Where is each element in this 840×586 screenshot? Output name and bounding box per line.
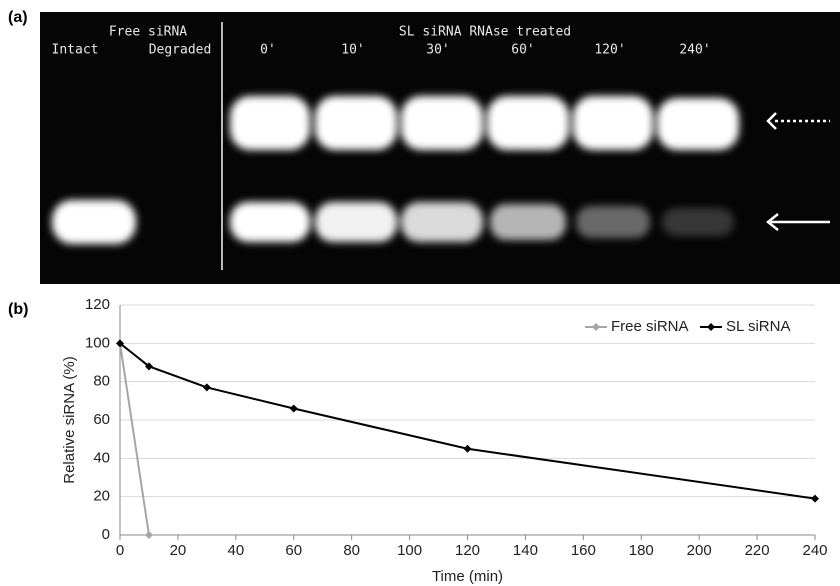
x-tick-label: 160: [571, 542, 596, 559]
lane-label: 240': [679, 43, 710, 58]
figure: (a) Free siRNA SL siRNA RNAse treated In…: [0, 0, 840, 586]
panel-label: (b): [8, 301, 28, 318]
series-line: [120, 343, 149, 535]
point: [203, 383, 211, 391]
gel-group-label: SL siRNA RNAse treated: [399, 25, 571, 40]
point: [290, 405, 298, 413]
y-axis-label: Relative siRNA (%): [61, 356, 78, 484]
y-tick-label: 0: [102, 526, 110, 543]
y-tick-label: 100: [85, 334, 110, 351]
x-tick-label: 40: [227, 542, 244, 559]
x-tick-label: 100: [397, 542, 422, 559]
x-tick-label: 20: [170, 542, 187, 559]
lane-label: Intact: [52, 43, 99, 58]
y-tick-label: 80: [93, 373, 110, 390]
legend-label: Free siRNA: [611, 318, 689, 335]
lane-label: 30': [426, 43, 449, 58]
point: [464, 445, 472, 453]
legend-label: SL siRNA: [726, 318, 790, 335]
point: [811, 495, 819, 503]
x-tick-label: 220: [745, 542, 770, 559]
lane-label: Degraded: [149, 43, 212, 58]
y-tick-label: 20: [93, 488, 110, 505]
y-tick-label: 60: [93, 411, 110, 428]
x-tick-label: 0: [116, 542, 124, 559]
legend-marker: [707, 323, 715, 331]
x-tick-label: 200: [687, 542, 712, 559]
legend-marker: [592, 323, 600, 331]
x-tick-label: 240: [802, 542, 827, 559]
series-line: [120, 343, 815, 498]
x-tick-label: 120: [455, 542, 480, 559]
y-tick-label: 40: [93, 449, 110, 466]
point: [145, 531, 153, 539]
lane-label: 0': [260, 43, 276, 58]
panel-label: (a): [8, 9, 28, 26]
x-tick-label: 80: [343, 542, 360, 559]
gel-group-label: Free siRNA: [109, 25, 187, 40]
lane-label: 10': [341, 43, 364, 58]
x-tick-label: 60: [285, 542, 302, 559]
x-axis-label: Time (min): [432, 568, 503, 585]
x-tick-label: 140: [513, 542, 538, 559]
lane-label: 60': [511, 43, 534, 58]
lane-label: 120': [594, 43, 625, 58]
x-tick-label: 180: [629, 542, 654, 559]
chart: 0 20 40 60 80 100 120 0 20 40 60 80 100 120 140 160 180 2…: [61, 296, 828, 585]
y-tick-label: 120: [85, 296, 110, 313]
